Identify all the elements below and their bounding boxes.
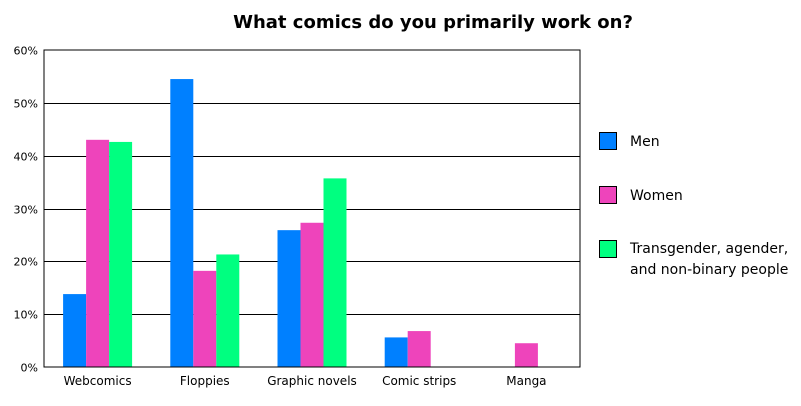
y-tick-label: 0%: [21, 362, 38, 375]
bar: [109, 141, 133, 367]
bar: [300, 222, 324, 367]
y-tick-label: 20%: [14, 256, 38, 269]
x-tick-label: Manga: [506, 374, 546, 388]
y-tick-label: 40%: [14, 151, 38, 164]
legend-label: and non-binary people: [630, 262, 788, 278]
plot-area-frame: [43, 49, 581, 368]
bar: [323, 178, 347, 367]
x-tick-label: Floppies: [180, 374, 230, 388]
legend-label: Transgender, agender,: [629, 241, 788, 257]
y-tick-label: 50%: [14, 98, 38, 111]
y-tick-label: 10%: [14, 309, 38, 322]
gridlines: [44, 103, 580, 315]
x-tick-label: Graphic novels: [267, 374, 357, 388]
x-axis: Webcomics Floppies Graphic novels Comic str…: [64, 374, 547, 388]
bar: [170, 79, 194, 367]
y-tick-label: 30%: [14, 204, 38, 217]
bar: [63, 294, 87, 367]
legend-label: Men: [630, 134, 660, 150]
legend-swatch: [599, 240, 617, 258]
bar: [514, 343, 538, 367]
y-tick-label: 60%: [14, 45, 38, 58]
bar: [86, 139, 110, 367]
bar: [216, 254, 240, 367]
chart-title: What comics do you primarily work on?: [233, 12, 633, 33]
legend: Men Women Transgender, agender, and non-bin…: [599, 132, 788, 278]
legend-label: Women: [630, 188, 683, 204]
bar: [407, 331, 431, 367]
legend-swatch: [599, 132, 617, 150]
y-axis: 0% 10% 20% 30% 40% 50% 60%: [14, 45, 38, 375]
bars: [63, 79, 538, 367]
bar: [277, 230, 301, 367]
legend-swatch: [599, 186, 617, 204]
x-tick-label: Comic strips: [382, 374, 456, 388]
bar: [384, 337, 408, 367]
x-tick-label: Webcomics: [64, 374, 132, 388]
bar: [193, 270, 217, 367]
